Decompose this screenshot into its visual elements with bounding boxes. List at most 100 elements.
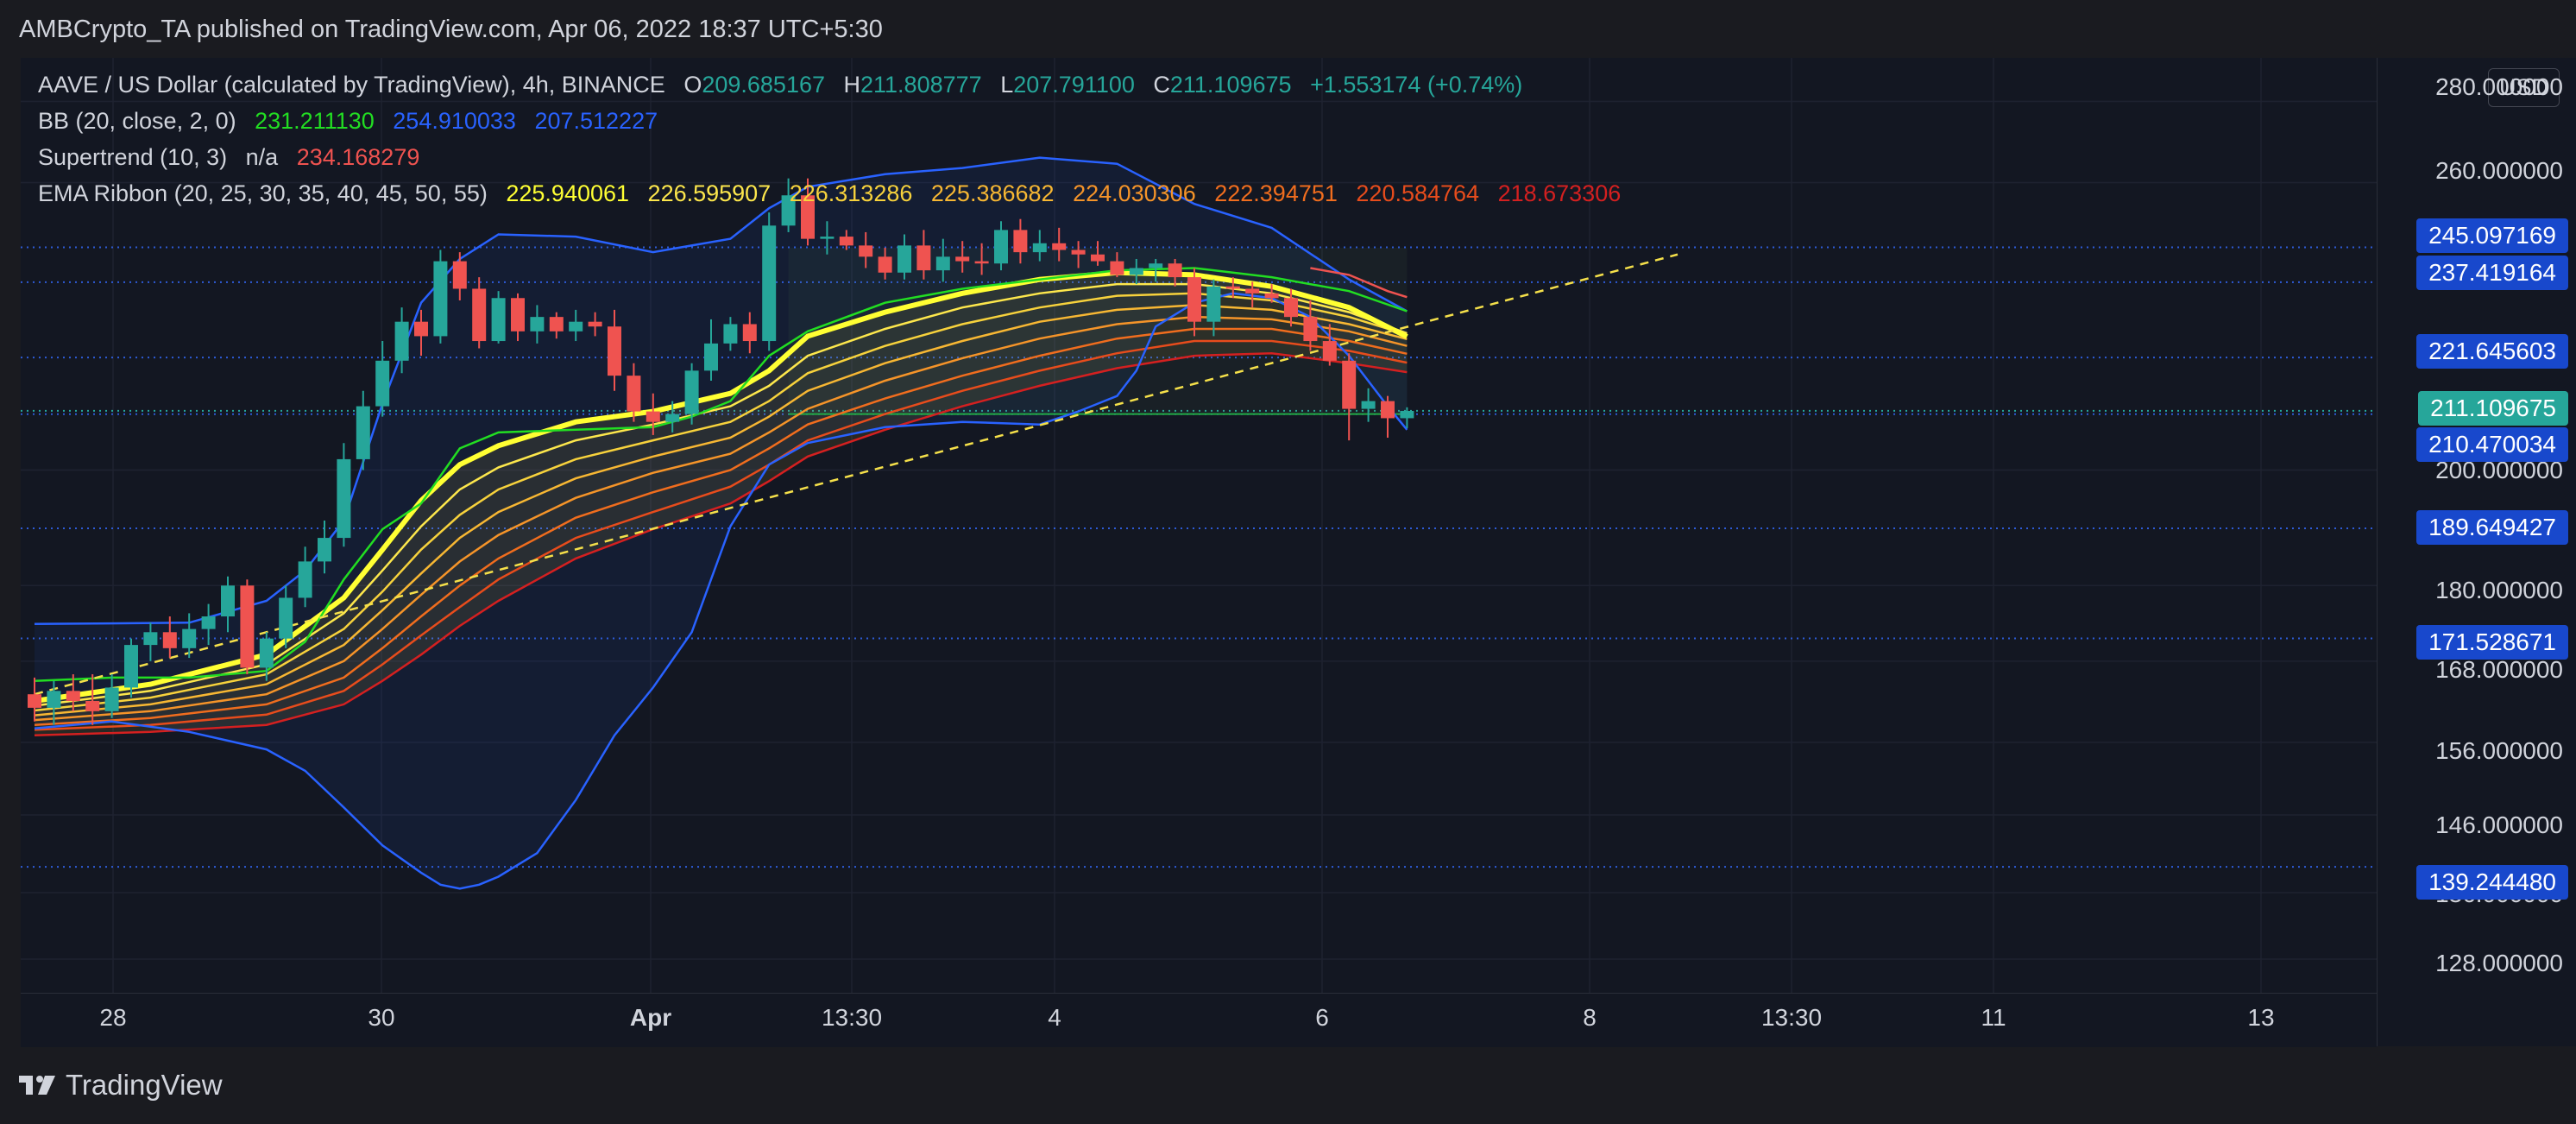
legend-ema-row: EMA Ribbon (20, 25, 30, 35, 40, 45, 50, … [38, 180, 1633, 207]
candle-body [394, 321, 409, 361]
legend-st-na: n/a [245, 144, 279, 170]
hline-price-label[interactable]: 245.097169 [2416, 218, 2568, 253]
legend-ema-55: 218.673306 [1497, 180, 1622, 206]
price-tick: 128.000000 [2435, 950, 2563, 976]
candle-body [859, 245, 873, 257]
time-tick: 4 [1048, 1004, 1061, 1031]
footer-brand: TradingView [66, 1069, 223, 1101]
ema-ribbon-fill [35, 272, 1408, 736]
candle-body [742, 324, 757, 342]
candle-body [801, 195, 815, 239]
candle-body [47, 691, 61, 708]
candle-body [375, 360, 390, 407]
candle-body [1400, 410, 1414, 419]
tradingview-logo-icon [19, 1076, 55, 1095]
candle-body [1129, 268, 1143, 275]
hline-price-label[interactable]: 139.244480 [2416, 865, 2568, 900]
ema-line-1 [34, 282, 1408, 707]
candle-body [1322, 341, 1337, 361]
candle-body [820, 237, 835, 239]
candle-body [337, 458, 351, 539]
candle-body [974, 261, 989, 264]
price-chart-svg[interactable] [21, 58, 2377, 1046]
time-tick: 13:30 [1760, 1004, 1823, 1031]
candle-body [318, 538, 331, 562]
candle-body [723, 324, 738, 344]
ema-line-3 [34, 304, 1408, 717]
time-axis[interactable]: 28 30 Apr 13:30 4 6 8 13:30 11 13 [21, 993, 2377, 1047]
hline-price-label[interactable]: 189.649427 [2416, 510, 2568, 545]
candle-body [1013, 230, 1028, 253]
hline-price-label[interactable]: 221.645603 [2416, 334, 2568, 369]
legend-ema-20: 225.940061 [506, 180, 630, 206]
last-price-label[interactable]: 211.109675 [2418, 391, 2568, 426]
candle-body [240, 585, 255, 668]
trendline-dashed [34, 253, 1678, 696]
candle-body [1245, 288, 1260, 294]
hline-price-label[interactable]: 237.419164 [2416, 256, 2568, 290]
candle-body [1206, 286, 1221, 322]
time-tick: 11 [1981, 1004, 2006, 1031]
chart-pane[interactable]: AAVE / US Dollar (calculated by TradingV… [21, 58, 2377, 1046]
price-tick: 260.000000 [2435, 157, 2563, 184]
legend-change: +1.553174 (+0.74%) [1310, 72, 1523, 98]
candle-body [221, 585, 235, 617]
publish-header: AMBCrypto_TA published on TradingView.co… [19, 16, 883, 43]
candle-body [994, 230, 1008, 264]
candle-body [1071, 249, 1086, 255]
price-scale[interactable]: USD 128.000000 136.000000 146.000000 156… [2377, 58, 2576, 1046]
price-tick: 280.000000 [2435, 73, 2563, 100]
legend-bb-name[interactable]: BB (20, close, 2, 0) [38, 108, 236, 134]
candle-body [762, 225, 777, 342]
candle-body [1303, 317, 1318, 342]
candle-body [1110, 261, 1124, 275]
candle-body [1342, 360, 1357, 409]
price-tick: 180.000000 [2435, 577, 2563, 603]
candle-body [1091, 254, 1105, 262]
legend-st-name[interactable]: Supertrend (10, 3) [38, 144, 228, 170]
tradingview-logo[interactable]: TradingView [19, 1069, 223, 1102]
time-tick: 28 [99, 1004, 127, 1031]
legend-high: 211.808777 [860, 72, 982, 98]
candle-body [104, 687, 119, 711]
time-tick: 30 [368, 1004, 395, 1031]
currency-button[interactable]: USD [2487, 68, 2560, 107]
candle-body [935, 256, 950, 271]
candle-body [665, 414, 680, 422]
candle-body [646, 411, 660, 422]
candle-body [472, 288, 487, 342]
price-tick: 156.000000 [2435, 737, 2563, 764]
candle-body [627, 376, 641, 412]
legend-bb-row: BB (20, close, 2, 0) 231.211130 254.9100… [38, 108, 670, 135]
hline-price-label[interactable]: 171.528671 [2416, 625, 2568, 660]
candle-body [28, 694, 41, 708]
candle-body [704, 343, 718, 371]
legend-ema-45: 222.394751 [1214, 180, 1338, 206]
candle-body [1052, 243, 1067, 250]
ema-line-2 [34, 292, 1408, 712]
time-tick: 13 [2247, 1004, 2275, 1031]
candle-body [781, 195, 796, 226]
time-tick: 8 [1583, 1004, 1597, 1031]
candle-body [259, 638, 274, 668]
time-tick: Apr [629, 1004, 672, 1031]
hline-price-label[interactable]: 210.470034 [2416, 427, 2568, 462]
legend-ema-25: 226.595907 [647, 180, 772, 206]
candle-body [182, 628, 197, 648]
bb-band-fill [35, 157, 1408, 889]
ema-line-7 [34, 351, 1408, 737]
candle-body [878, 256, 892, 273]
candle-body [298, 561, 312, 598]
candle-body [1361, 401, 1376, 409]
legend-symbol[interactable]: AAVE / US Dollar (calculated by TradingV… [38, 72, 665, 98]
candle-body [1032, 243, 1047, 253]
candle-body [1168, 263, 1182, 278]
candle-body [162, 632, 177, 648]
candle-body [143, 632, 158, 646]
legend-ema-name[interactable]: EMA Ribbon (20, 25, 30, 35, 40, 45, 50, … [38, 180, 488, 206]
candle-body [1381, 401, 1395, 419]
candle-body [839, 237, 853, 246]
candle-body [684, 370, 699, 414]
price-tick: 168.000000 [2435, 656, 2563, 683]
candle-body [433, 261, 448, 337]
